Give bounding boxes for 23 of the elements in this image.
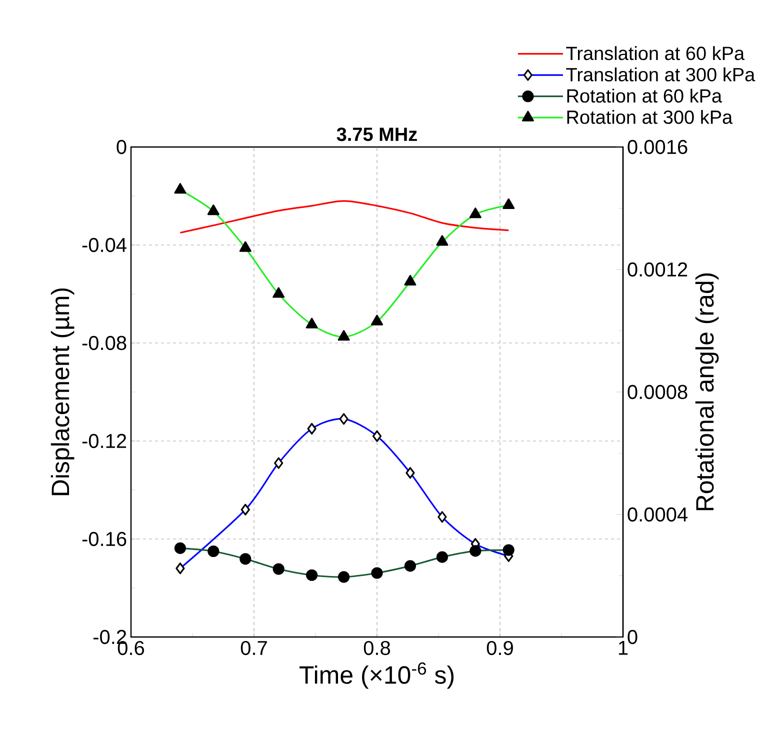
x-axis-title: Time (×10$^{-6}$ s) <box>300 662 454 689</box>
y2-tick-label: 0 <box>628 630 638 644</box>
y-tick-label: -0.04 <box>82 238 126 252</box>
y2-tick-label: 0.0004 <box>628 507 688 522</box>
legend-label: Rotation at 60 kPa <box>567 88 722 103</box>
y-tick-label: -0.08 <box>82 336 126 350</box>
x-tick-label: 0.7 <box>240 640 267 656</box>
y-tick-label: -0.16 <box>82 532 126 546</box>
y2-tick-label: 0.0016 <box>628 140 688 154</box>
legend-label: Translation at 60 kPa <box>566 46 745 60</box>
x-tick-label: 0.9 <box>486 640 513 656</box>
y-axis-title: Displacement (µm) <box>50 288 74 496</box>
chart-title: 3.75 MHz <box>336 128 417 142</box>
legend-label: Translation at 300 kPa <box>566 67 756 82</box>
y-tick-label: -0.12 <box>82 434 126 448</box>
x-tick-label: 0.8 <box>364 640 390 656</box>
y2-axis-title: Rotational angle (rad) <box>695 273 719 510</box>
legend-label: Rotation at 300 kPa <box>567 110 733 124</box>
y2-tick-label: 0.0008 <box>628 384 688 400</box>
y-tick-label: 0 <box>116 140 126 154</box>
x-tick-label: 1 <box>618 640 628 655</box>
y2-tick-label: 0.0012 <box>628 262 688 277</box>
line-series <box>179 200 510 234</box>
